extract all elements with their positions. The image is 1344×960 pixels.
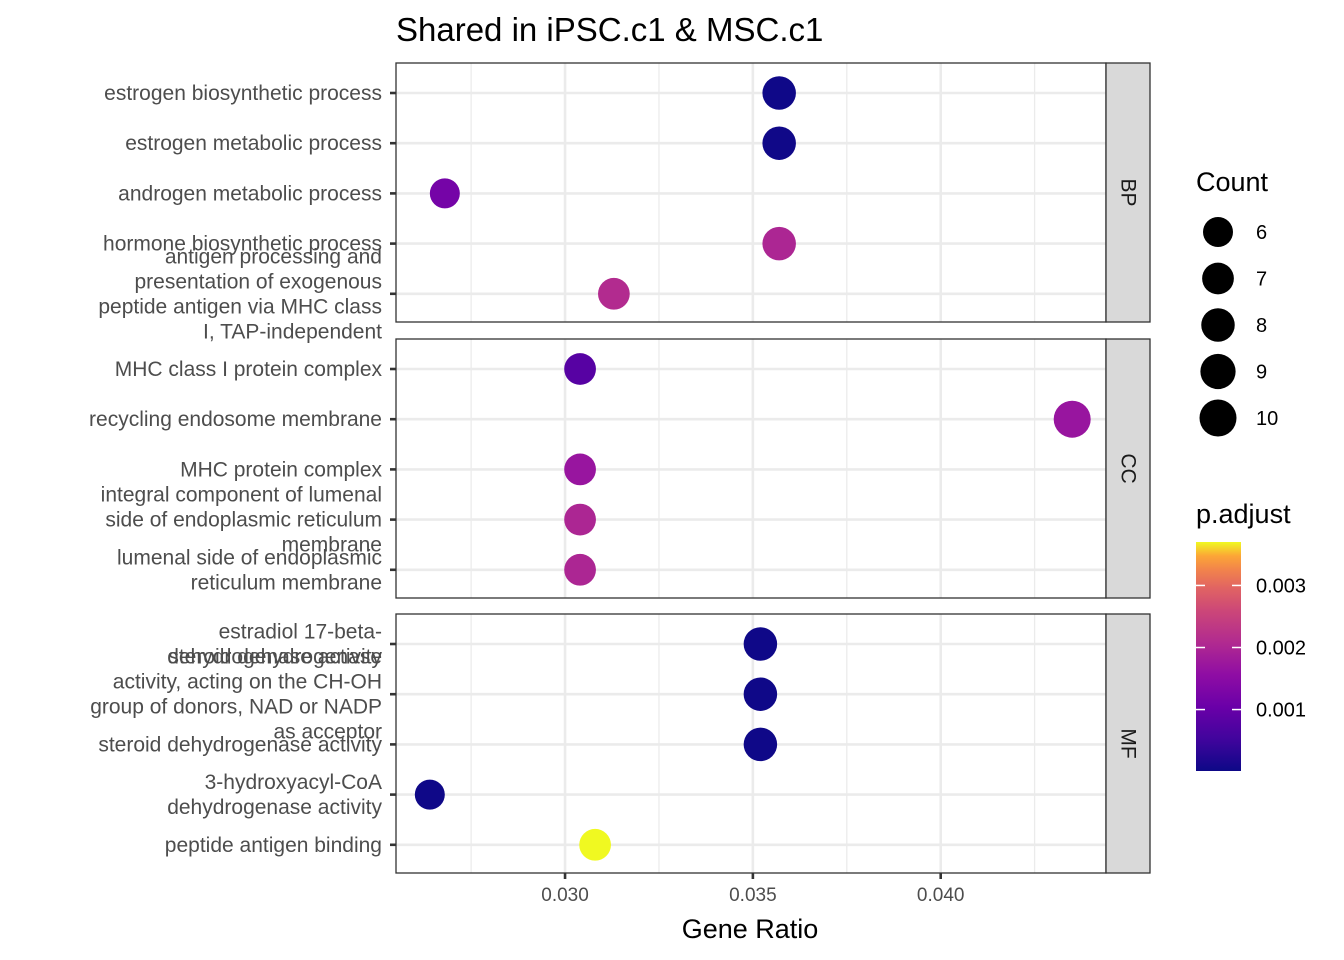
term-label-line: reticulum membrane <box>191 571 382 594</box>
term-label: recycling endosome membrane <box>89 408 382 431</box>
x-tick-label: 0.035 <box>729 885 777 906</box>
term-label: peptide antigen binding <box>165 834 382 857</box>
term-label-line: estrogen metabolic process <box>125 132 382 155</box>
chart-title: Shared in iPSC.c1 & MSC.c1 <box>396 11 823 48</box>
count-legend-label: 8 <box>1256 315 1267 337</box>
term-dot <box>429 178 460 209</box>
term-label-line: recycling endosome membrane <box>89 408 382 431</box>
term-label-line: lumenal side of endoplasmic <box>117 546 382 569</box>
term-label-line: as acceptor <box>273 721 382 744</box>
facet-panel-mf: estradiol 17-beta-dehydrogenase activity… <box>90 613 1151 874</box>
facet-panel-cc: MHC class I protein complex recycling end… <box>89 338 1151 599</box>
term-dot <box>598 277 630 310</box>
colorbar-tick-label: 0.002 <box>1256 638 1306 660</box>
term-label: lumenal side of endoplasmic reticulum mem… <box>117 546 382 594</box>
term-dot <box>762 76 796 110</box>
p-adjust-colorbar <box>1196 542 1241 771</box>
term-label-line: activity, acting on the CH-OH <box>113 671 382 694</box>
x-axis: 0.030 0.035 0.040 <box>541 873 964 906</box>
term-label: antigen processing and presentation of ex… <box>98 245 382 343</box>
term-label-line: antigen processing and <box>165 245 382 268</box>
count-legend-dot <box>1200 353 1236 390</box>
term-label-line: steroid dehydrogenase <box>168 646 382 669</box>
term-dot <box>564 553 596 586</box>
count-legend-label: 10 <box>1256 408 1278 430</box>
term-label: estradiol 17-beta-dehydrogenase activity <box>167 621 382 669</box>
term-label: MHC class I protein complex <box>115 358 383 381</box>
term-dot <box>762 126 796 160</box>
count-legend: Count 6 7 8 9 10 <box>1196 167 1278 437</box>
facet-strip <box>1105 613 1151 874</box>
term-dot <box>579 828 611 861</box>
facet-panel-bp: estrogen biosynthetic process estrogen me… <box>98 62 1151 343</box>
colorbar-tick-label: 0.003 <box>1256 575 1306 597</box>
facet-strip <box>1105 62 1151 323</box>
term-label: integral component of lumenal side of end… <box>101 484 382 557</box>
term-dot <box>564 503 596 536</box>
term-label: estrogen metabolic process <box>125 132 382 155</box>
term-label-line: peptide antigen binding <box>165 834 382 857</box>
term-label: hormone biosynthetic process <box>103 233 382 256</box>
term-label-line: 3-hydroxyacyl-CoA <box>205 771 382 794</box>
term-dot <box>743 627 778 661</box>
term-label-line: estradiol 17-beta- <box>219 621 382 644</box>
count-legend-dot <box>1199 399 1237 437</box>
term-label-line: androgen metabolic process <box>118 182 382 205</box>
facet-strip-label: CC <box>1117 453 1140 483</box>
count-legend-dot <box>1202 262 1234 295</box>
term-dot <box>743 677 778 711</box>
count-legend-label: 6 <box>1256 222 1267 244</box>
term-label-line: steroid dehydrogenase activity <box>98 733 382 756</box>
colorbar-tick-label: 0.001 <box>1256 700 1306 722</box>
term-label: steroid dehydrogenase activity <box>98 733 382 756</box>
facet-strip-label: BP <box>1117 178 1140 206</box>
term-label-line: estrogen biosynthetic process <box>104 82 382 105</box>
term-dot <box>564 353 596 385</box>
term-label: androgen metabolic process <box>118 182 382 205</box>
term-label-line: dehydrogenase activity <box>167 646 382 669</box>
count-legend-dot <box>1201 308 1235 342</box>
count-legend-dot <box>1203 217 1233 247</box>
x-tick-label: 0.040 <box>917 885 965 906</box>
term-label-line: MHC class I protein complex <box>115 358 383 381</box>
term-label-line: dehydrogenase activity <box>167 796 382 819</box>
p-adjust-legend-title: p.adjust <box>1196 499 1291 529</box>
term-dot <box>743 727 778 762</box>
x-axis-label: Gene Ratio <box>682 914 819 944</box>
term-dot <box>414 779 445 810</box>
term-label-line: group of donors, NAD or NADP <box>90 696 382 719</box>
term-label-line: I, TAP-independent <box>203 320 382 343</box>
term-label-line: integral component of lumenal <box>101 484 382 507</box>
term-dot <box>1053 400 1091 438</box>
term-label: 3-hydroxyacyl-CoA dehydrogenase activity <box>167 771 382 819</box>
term-dot <box>564 453 596 486</box>
term-label: steroid dehydrogenase activity, acting on… <box>90 646 382 744</box>
term-label-line: side of endoplasmic reticulum <box>105 509 382 532</box>
term-label-line: peptide antigen via MHC class <box>98 295 382 318</box>
term-label: estrogen biosynthetic process <box>104 82 382 105</box>
term-dot <box>762 226 796 261</box>
count-legend-title: Count <box>1196 167 1269 197</box>
facet-strip <box>1105 338 1151 599</box>
facet-panels: estrogen biosynthetic process estrogen me… <box>89 62 1151 874</box>
term-label-line: hormone biosynthetic process <box>103 233 382 256</box>
term-label-line: membrane <box>282 534 382 557</box>
term-label-line: MHC protein complex <box>180 458 382 481</box>
facet-strip-label: MF <box>1117 728 1140 758</box>
term-label: MHC protein complex <box>180 458 382 481</box>
term-label-line: presentation of exogenous <box>134 270 382 293</box>
count-legend-label: 7 <box>1256 269 1267 291</box>
x-tick-label: 0.030 <box>541 885 589 906</box>
p-adjust-legend: p.adjust 0.001 0.002 0.003 <box>1196 499 1306 771</box>
count-legend-label: 9 <box>1256 362 1267 384</box>
